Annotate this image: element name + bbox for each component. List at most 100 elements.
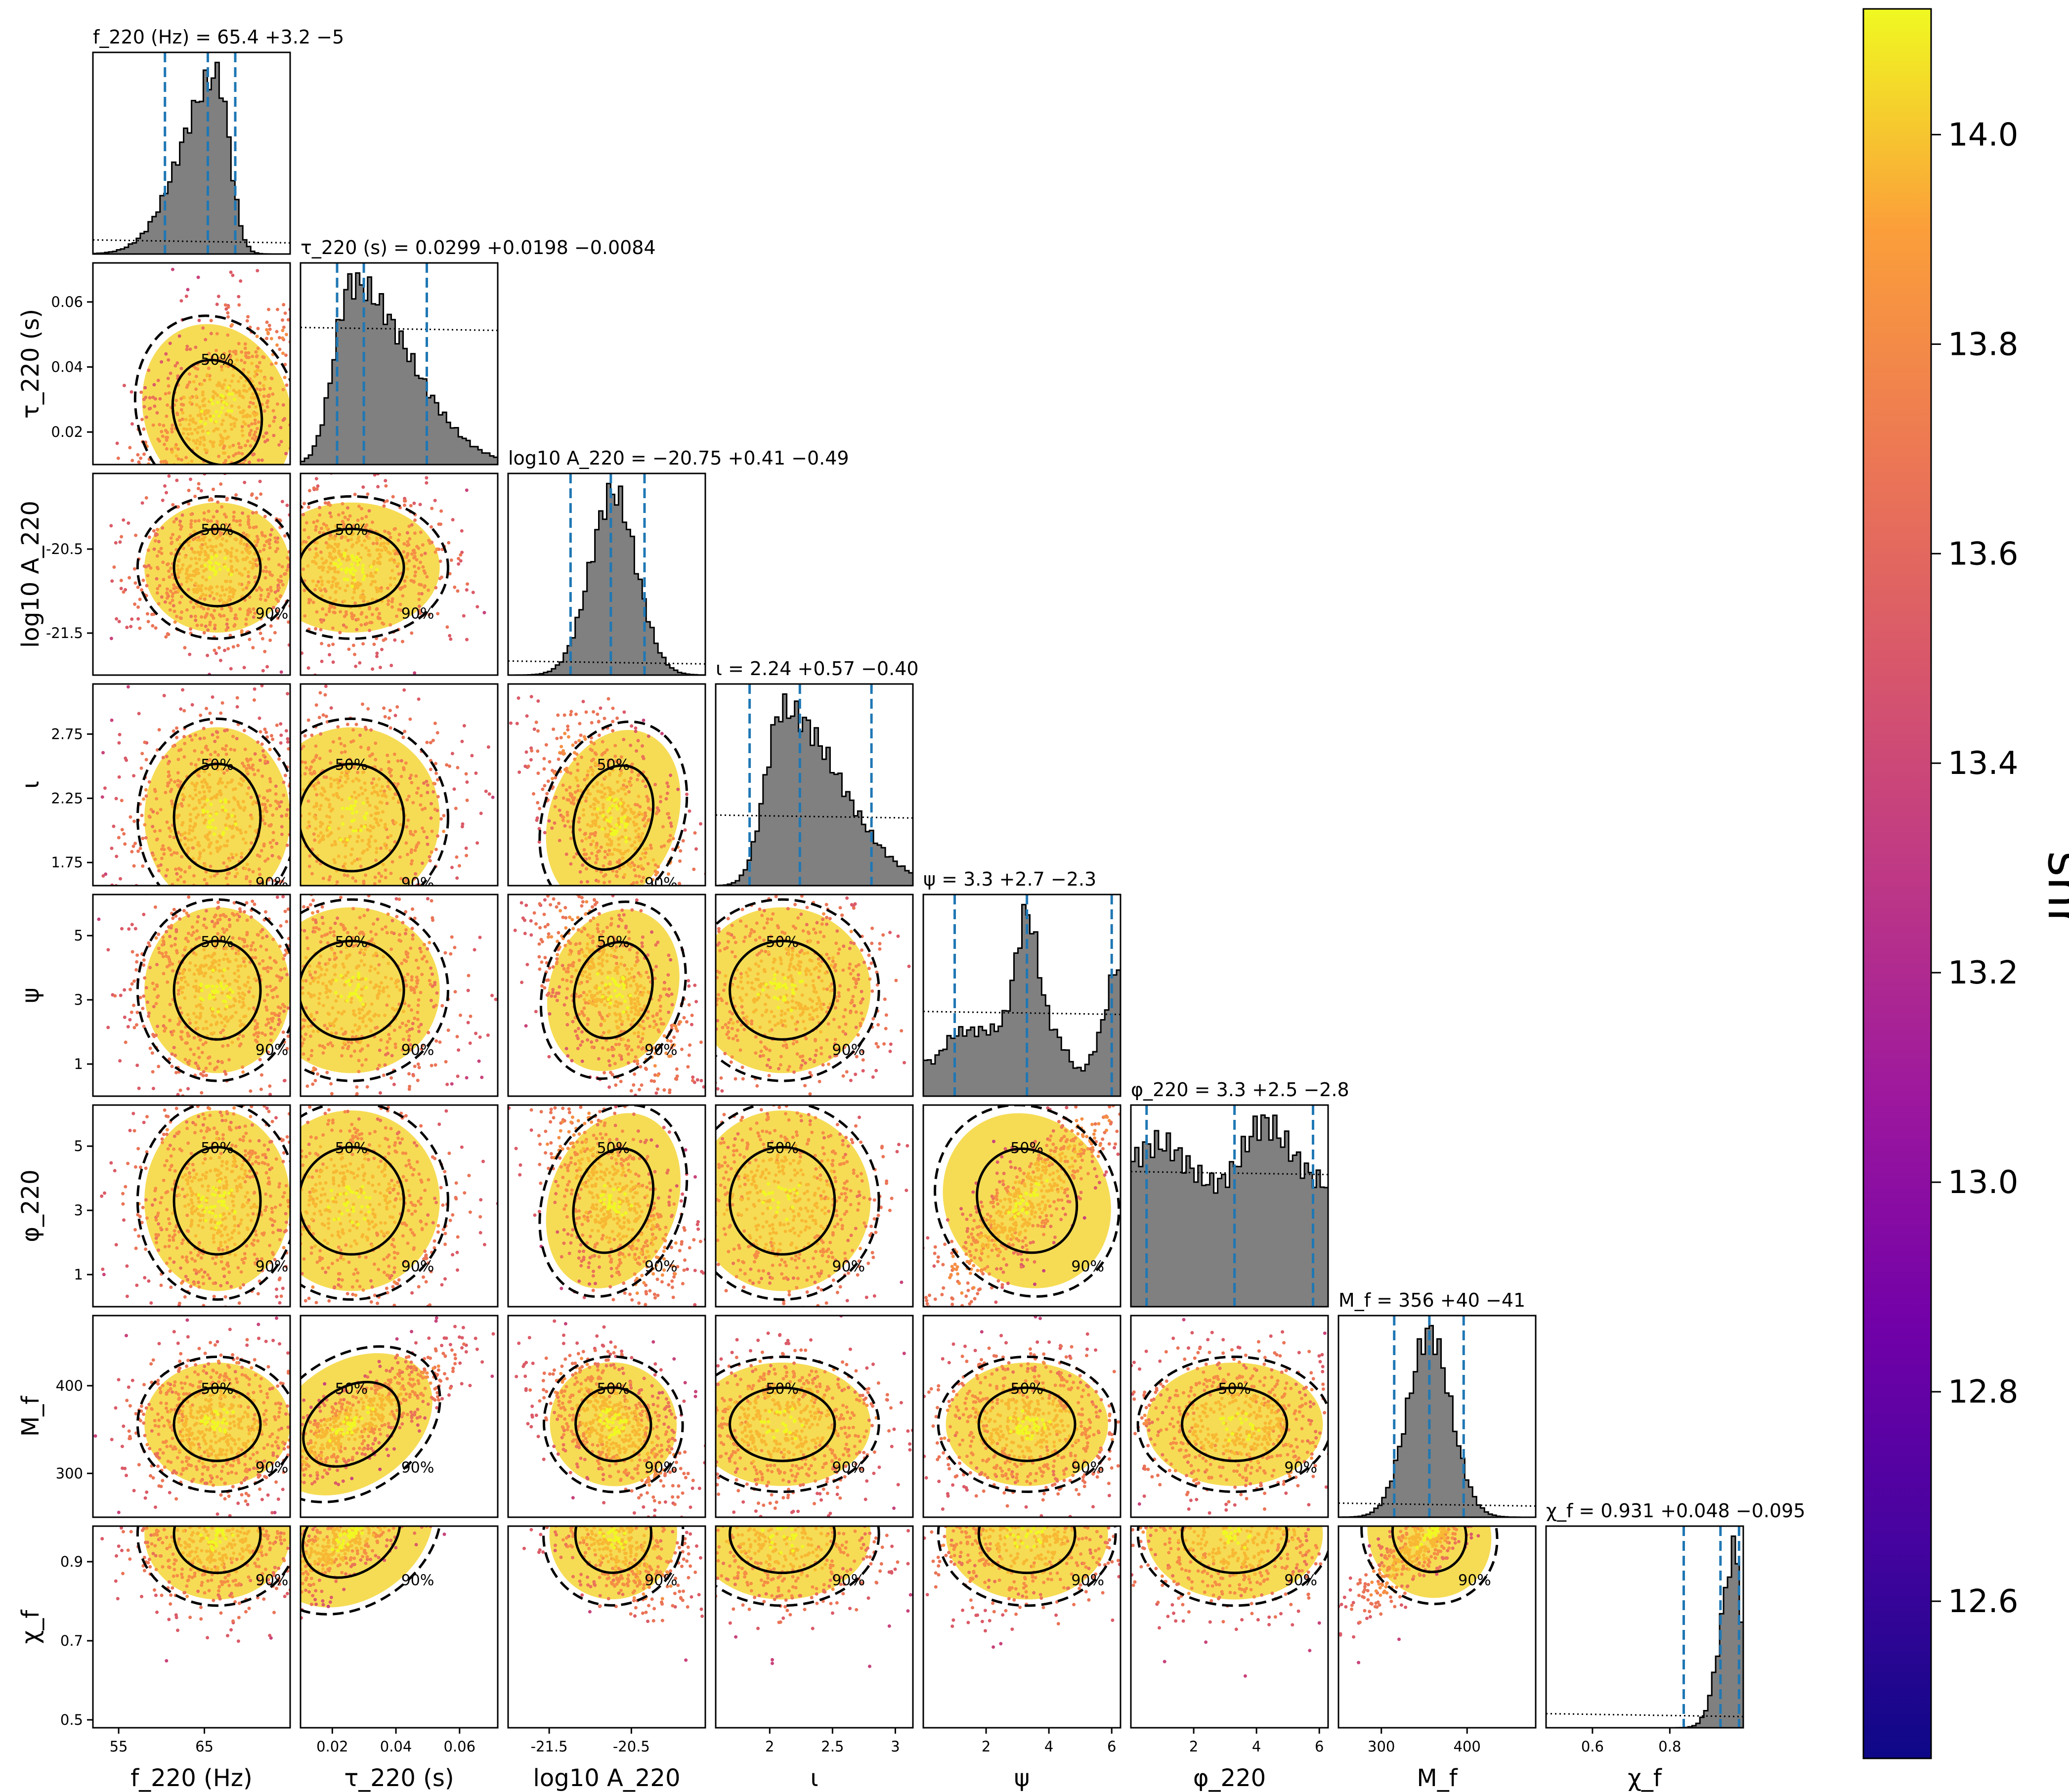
x-tick-label-phi220: 4: [1252, 1738, 1261, 1755]
scatter-point-group: [197, 1180, 237, 1230]
contour-50: [1181, 1526, 1289, 1575]
scatter-point-group: [716, 895, 911, 1093]
scatter-point-group: [301, 895, 473, 1096]
scatter-point-group: [574, 1140, 656, 1260]
contour-label-90: 90%: [1071, 1258, 1104, 1275]
x-axis-label-logA: log10 A_220: [533, 1764, 681, 1792]
contour-label-50: 50%: [335, 1140, 368, 1157]
hist-panel-phi220: φ_220 = 3.3 +2.5 −2.8: [1130, 1079, 1349, 1308]
prior-line-logA: [508, 660, 706, 665]
contour-90: [301, 717, 449, 886]
scatter-point-group: [106, 895, 290, 1096]
scatter-frame: [1130, 1315, 1329, 1518]
contour-90: [539, 900, 687, 1080]
scatter-panel-tau220-logA: 50% 90%: [300, 472, 499, 676]
hist-title-chif: χ_f = 0.931 +0.048 −0.095: [1546, 1500, 1806, 1522]
contour-label-50: 50%: [1010, 1140, 1043, 1157]
scatter-frame: [507, 894, 706, 1097]
scatter-points: 50%90%: [93, 684, 290, 892]
scatter-panel-iota-psi: 50% 90%: [715, 894, 914, 1097]
contour-90: [301, 1105, 449, 1301]
contour-90: [133, 314, 290, 465]
prior-line-phi220: [1130, 1171, 1329, 1176]
contour-label-90: 90%: [401, 1459, 434, 1477]
scatter-frame: [300, 683, 499, 887]
contour-50: [172, 1526, 262, 1575]
contour-label-90: 90%: [1071, 1572, 1104, 1589]
x-tick-label-chif: 0.8: [1658, 1738, 1681, 1755]
contour-50: [729, 1146, 836, 1256]
hist-frame-iota: [715, 683, 914, 887]
scatter-point-group: [554, 1526, 673, 1601]
contour-50: [976, 1147, 1078, 1254]
contour-label-90: 90%: [256, 875, 289, 892]
scatter-points: 50%90%: [508, 695, 705, 886]
scatter-point-group: [301, 938, 406, 1045]
scatter-points: 50%90%: [716, 1526, 912, 1668]
hist-frame-chif: [1545, 1525, 1744, 1729]
y-tick-label-logA: -21.5: [46, 625, 83, 641]
scatter-point-group: [734, 1593, 912, 1668]
contour-50: [977, 1386, 1077, 1462]
contour-label-50: 50%: [766, 934, 799, 951]
scatter-frame: [300, 1315, 499, 1518]
contour-50: [302, 1381, 401, 1468]
contour-90: [538, 1105, 689, 1298]
histogram-iota: [715, 693, 914, 887]
scatter-point-group: [327, 1185, 372, 1227]
histogram-psi: [922, 903, 1121, 1097]
scatter-frame: [300, 472, 499, 676]
scatter-point-group: [923, 1140, 1086, 1286]
y-tick-label-Mf: 400: [56, 1377, 83, 1394]
scatter-point-group: [301, 484, 470, 656]
scatter-point-group: [165, 1636, 273, 1663]
scatter-frame: [300, 894, 499, 1097]
x-tick-label-iota: 3: [891, 1738, 900, 1755]
scatter-point-group: [100, 1107, 285, 1307]
scatter-point-group: [113, 895, 290, 1096]
prior-line-tau220: [300, 327, 498, 332]
scatter-points: 50%90%: [716, 1105, 909, 1307]
scatter-point-group: [301, 1526, 387, 1573]
histogram-logA: [508, 482, 706, 676]
density-core: [946, 1363, 1108, 1486]
contour-label-50: 50%: [201, 1380, 234, 1398]
scatter-point-group: [716, 1526, 863, 1598]
x-tick-label-iota: 2.5: [821, 1738, 844, 1755]
scatter-points: 50%90%: [301, 473, 486, 675]
y-tick-label-phi220: 3: [74, 1202, 83, 1219]
scatter-point-group: [201, 798, 238, 836]
scatter-point-group: [974, 1387, 1079, 1465]
scatter-point-group: [948, 1115, 1111, 1295]
colorbar-tick-label: 13.8: [1948, 326, 2019, 363]
contour-label-90: 90%: [1284, 1459, 1317, 1477]
scatter-panel-psi-chif: 50%90%: [922, 1525, 1121, 1729]
contour-label-50: 50%: [597, 1140, 630, 1157]
scatter-point-group: [110, 1327, 290, 1517]
contour-50: [171, 358, 263, 465]
scatter-point-group: [1131, 1573, 1300, 1631]
contour-50: [574, 1526, 653, 1574]
colorbar-tick-label: 13.0: [1948, 1164, 2019, 1201]
scatter-point-group: [599, 1184, 634, 1217]
y-tick-label-Mf: 300: [56, 1465, 83, 1482]
y-tick-label-tau220: 0.06: [51, 294, 83, 310]
contour-90: [301, 898, 449, 1082]
hist-panel-tau220: τ_220 (s) = 0.0299 +0.0198 −0.0084: [300, 237, 656, 466]
y-axis-label-Mf: M_f: [17, 1396, 44, 1437]
scatter-point-group: [980, 1316, 1042, 1334]
contour-90: [716, 1105, 880, 1301]
scatter-point-group: [1131, 1526, 1328, 1623]
scatter-point-group: [513, 895, 705, 1096]
scatter-frame: [92, 1525, 291, 1729]
scatter-points: 50%90%: [301, 1526, 464, 1620]
x-axis-label-chif: χ_f: [1628, 1764, 1662, 1792]
contour-label-50: 50%: [1010, 1380, 1043, 1398]
contour-label-90: 90%: [645, 1258, 678, 1275]
scatter-panel-iota-chif: 50%90%: [715, 1525, 914, 1729]
scatter-points: 50%90%: [515, 1319, 705, 1517]
scatter-point-group: [716, 895, 904, 1096]
scatter-point-group: [942, 1526, 1109, 1599]
scatter-point-group: [173, 942, 260, 1044]
scatter-point-group: [1163, 1621, 1321, 1678]
